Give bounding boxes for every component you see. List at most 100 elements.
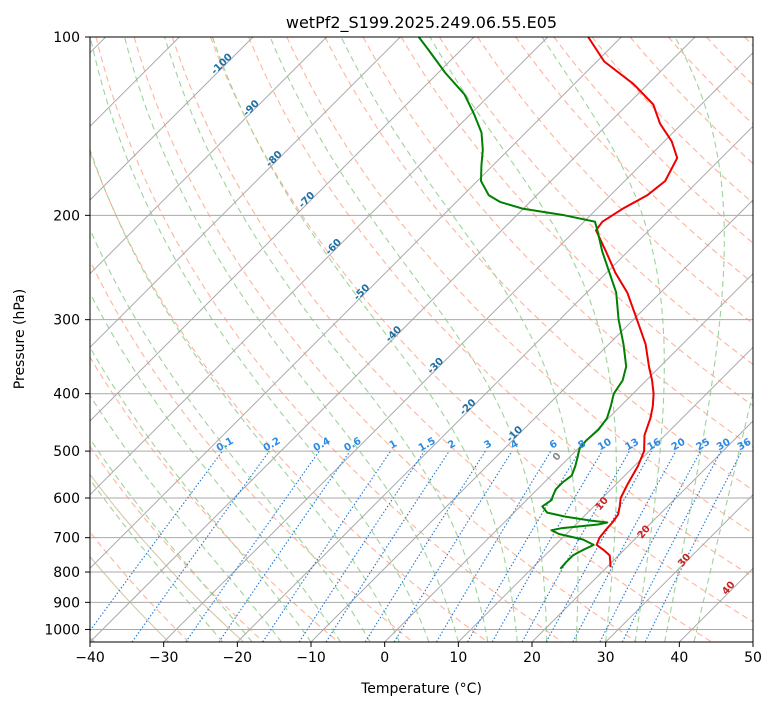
moist-adiabat — [124, 37, 459, 642]
x-axis: −40 −30 −20 −10 0 10 20 30 40 50 — [75, 642, 762, 666]
dry-adiabat — [553, 37, 753, 244]
moist-adiabat — [340, 37, 579, 642]
isotherm — [457, 346, 753, 642]
moist-adiabat — [164, 37, 489, 642]
x-tick-label: 0 — [380, 650, 389, 666]
moist-adiabat — [90, 291, 341, 642]
mixing-ratio-line — [599, 450, 701, 642]
mixing-ratio-line — [90, 450, 223, 632]
y-tick-label: 300 — [53, 313, 80, 329]
chart-title: wetPf2_S199.2025.249.06.55.E05 — [286, 13, 557, 33]
moist-adiabat — [90, 437, 253, 642]
mixing-ratio-line — [298, 450, 425, 642]
x-tick-label: −10 — [296, 650, 326, 666]
mixing-ratio-line — [218, 450, 351, 642]
isotherm — [90, 37, 328, 275]
dry-adiabat — [209, 37, 753, 623]
moist-adiabat — [90, 394, 282, 642]
x-axis-label: Temperature (°C) — [360, 681, 482, 697]
dewpoint-profile-line — [418, 37, 628, 570]
moist-adiabat — [269, 37, 548, 642]
mixing-ratio-line — [325, 450, 450, 642]
y-axis: 100 200 300 400 500 600 700 800 900 1000 — [44, 30, 90, 638]
moist-adiabat — [541, 37, 665, 642]
beige-curve — [90, 473, 244, 642]
moist-adiabat — [90, 478, 224, 642]
mixing-ratio-line — [521, 450, 630, 642]
beige-curves — [90, 473, 244, 642]
mixing-ratio-line — [572, 450, 677, 642]
x-tick-label: 10 — [449, 650, 467, 666]
moist-adiabat — [693, 390, 753, 642]
plot-area: 0.1 0.2 0.4 0.6 1 1.5 2 3 4 6 8 10 13 16 20 25 30 36-100-… — [90, 37, 753, 642]
moist-adiabat — [90, 148, 400, 642]
dry-adiabat — [90, 356, 339, 642]
mixing-ratio-label: 8 — [576, 438, 588, 451]
mixing-ratio-line — [393, 450, 513, 642]
moist-adiabat — [211, 37, 518, 642]
plot-frame — [89, 36, 754, 643]
mixing-ratio-lines — [90, 450, 743, 642]
dry-adiabat — [90, 259, 414, 642]
moist-adiabat — [90, 37, 430, 642]
mixing-ratio-line — [131, 450, 270, 642]
x-tick-label: −30 — [149, 650, 179, 666]
isotherm — [90, 37, 696, 642]
isotherm — [384, 272, 753, 642]
mixing-ratio-line — [621, 450, 722, 642]
isotherm — [90, 37, 254, 201]
mixing-ratio-label: 3 — [482, 438, 494, 451]
isobars — [90, 37, 753, 630]
y-tick-label: 1000 — [44, 622, 80, 638]
isotherm — [236, 125, 753, 642]
mixing-ratio-line — [185, 450, 320, 642]
dry-adiabat — [400, 37, 753, 407]
x-tick-label: −40 — [75, 650, 105, 666]
moist-adiabat — [664, 37, 725, 642]
dry-adiabat — [591, 37, 753, 204]
isotherm — [90, 37, 549, 496]
y-tick-label: 700 — [53, 531, 80, 547]
x-tick-label: 50 — [744, 650, 762, 666]
dry-adiabat — [286, 37, 753, 534]
dry-adiabat — [133, 37, 638, 642]
isotherm — [605, 493, 753, 642]
dry-adiabat — [438, 37, 753, 366]
data-series — [418, 37, 679, 570]
mixing-ratio-line — [364, 450, 486, 642]
isotherm — [310, 199, 753, 642]
mixing-ratio-line — [262, 450, 392, 642]
isotherm — [90, 37, 401, 349]
isotherm — [90, 37, 475, 422]
y-tick-label: 100 — [53, 30, 80, 46]
y-tick-label: 400 — [53, 387, 80, 403]
moist-adiabat — [90, 227, 371, 642]
mixing-ratio-line — [435, 450, 552, 642]
x-tick-label: 30 — [597, 650, 615, 666]
y-axis-label: Pressure (hPa) — [12, 289, 28, 389]
y-tick-label: 900 — [53, 595, 80, 611]
mixing-ratio-label: 1 — [388, 438, 400, 451]
y-tick-label: 600 — [53, 491, 80, 507]
isotherms — [90, 37, 753, 642]
mixing-ratio-label: 2 — [446, 438, 458, 451]
x-tick-label: 40 — [670, 650, 688, 666]
x-tick-label: −20 — [223, 650, 253, 666]
dry-adiabat — [248, 37, 753, 578]
temperature-profile-line — [587, 37, 679, 568]
dry-adiabat — [90, 445, 264, 642]
isotherm — [163, 51, 753, 642]
moist-adiabat — [429, 37, 618, 642]
dry-adiabat — [95, 37, 563, 642]
isotherm — [90, 37, 622, 570]
x-tick-label: 20 — [523, 650, 541, 666]
dry-adiabat — [324, 37, 753, 491]
isotherm — [531, 420, 753, 642]
mixing-ratio-line — [644, 450, 743, 642]
mixing-ratio-line — [545, 450, 653, 642]
mixing-ratio-label: 4 — [509, 438, 521, 451]
y-tick-label: 200 — [53, 208, 80, 224]
y-tick-label: 500 — [53, 444, 80, 460]
